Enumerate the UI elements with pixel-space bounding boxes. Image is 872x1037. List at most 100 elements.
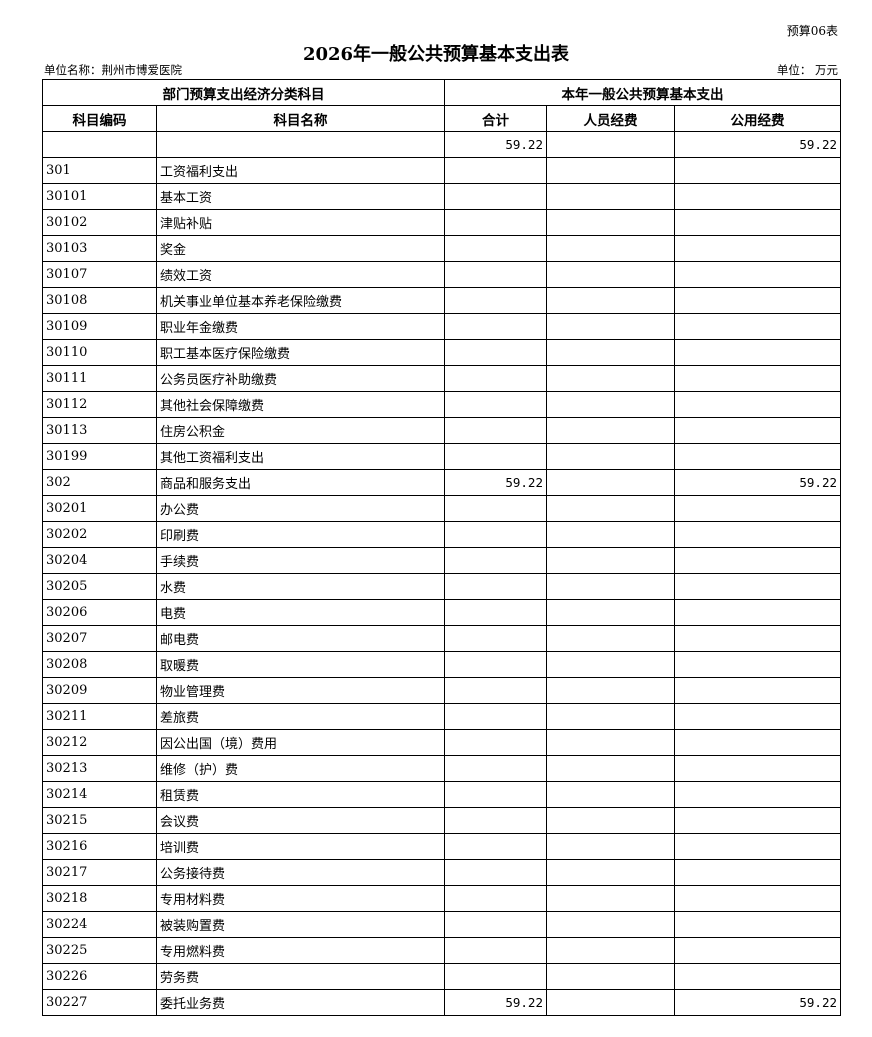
cell-public xyxy=(673,235,842,262)
cell-name: 会议费 xyxy=(156,807,445,834)
table-row: 30215 会议费 xyxy=(42,807,842,834)
table-row: 30207 邮电费 xyxy=(42,625,842,652)
cell-public xyxy=(673,677,842,704)
table-row: 30204 手续费 xyxy=(42,547,842,574)
cell-personnel xyxy=(546,157,675,184)
cell-total xyxy=(444,443,547,470)
cell-public xyxy=(673,547,842,574)
cell-total xyxy=(444,157,547,184)
cell-public xyxy=(673,183,842,210)
cell-personnel xyxy=(546,599,675,626)
table-row: 30226 劳务费 xyxy=(42,963,842,990)
cell-public xyxy=(673,313,842,340)
cell-public xyxy=(673,417,842,444)
cell-code: 30207 xyxy=(42,625,157,652)
cell-code: 30225 xyxy=(42,937,157,964)
cell-name: 印刷费 xyxy=(156,521,445,548)
currency-unit: 单位： 万元 xyxy=(776,63,838,77)
cell-code: 30111 xyxy=(42,365,157,392)
table-row: 301 工资福利支出 xyxy=(42,157,842,184)
cell-name: 奖金 xyxy=(156,235,445,262)
cell-personnel xyxy=(546,677,675,704)
cell-code: 30107 xyxy=(42,261,157,288)
cell-name: 差旅费 xyxy=(156,703,445,730)
cell-code: 30103 xyxy=(42,235,157,262)
cell-name: 物业管理费 xyxy=(156,677,445,704)
cell-personnel xyxy=(546,963,675,990)
table-row: 30205 水费 xyxy=(42,573,842,600)
table-row: 30225 专用燃料费 xyxy=(42,937,842,964)
cell-total xyxy=(444,573,547,600)
cell-total xyxy=(444,339,547,366)
cell-name: 被装购置费 xyxy=(156,911,445,938)
table-row: 30224 被装购置费 xyxy=(42,911,842,938)
cell-name: 机关事业单位基本养老保险缴费 xyxy=(156,287,445,314)
cell-public xyxy=(673,729,842,756)
cell-total xyxy=(444,703,547,730)
cell-total xyxy=(444,183,547,210)
cell-personnel xyxy=(546,495,675,522)
cell-name: 取暖费 xyxy=(156,651,445,678)
cell-code: 30109 xyxy=(42,313,157,340)
cell-name: 其他社会保障缴费 xyxy=(156,391,445,418)
cell-personnel xyxy=(546,183,675,210)
table-row: 30201 办公费 xyxy=(42,495,842,522)
cell-public xyxy=(673,391,842,418)
table-row: 30107 绩效工资 xyxy=(42,261,842,288)
cell-public: 59.22 xyxy=(673,469,842,496)
cell-personnel xyxy=(546,235,675,262)
cell-personnel xyxy=(546,885,675,912)
cell-total: 59.22 xyxy=(444,989,547,1016)
cell-public: 59.22 xyxy=(673,131,842,158)
cell-name: 办公费 xyxy=(156,495,445,522)
cell-name: 维修（护）费 xyxy=(156,755,445,782)
cell-personnel xyxy=(546,937,675,964)
cell-name: 委托业务费 xyxy=(156,989,445,1016)
table-row: 30102 津贴补贴 xyxy=(42,209,842,236)
cell-code: 30202 xyxy=(42,521,157,548)
cell-total xyxy=(444,677,547,704)
table-row: 59.22 59.22 xyxy=(42,131,842,158)
cell-public xyxy=(673,365,842,392)
cell-personnel xyxy=(546,261,675,288)
cell-total xyxy=(444,833,547,860)
table-row: 30110 职工基本医疗保险缴费 xyxy=(42,339,842,366)
cell-code: 30101 xyxy=(42,183,157,210)
cell-code: 30215 xyxy=(42,807,157,834)
cell-total xyxy=(444,547,547,574)
header-total: 合计 xyxy=(444,105,547,132)
table-row: 30214 租赁费 xyxy=(42,781,842,808)
cell-code: 30201 xyxy=(42,495,157,522)
cell-personnel xyxy=(546,651,675,678)
table-row: 30211 差旅费 xyxy=(42,703,842,730)
cell-total xyxy=(444,235,547,262)
cell-code: 30113 xyxy=(42,417,157,444)
table-row: 30213 维修（护）费 xyxy=(42,755,842,782)
cell-name: 专用材料费 xyxy=(156,885,445,912)
cell-public: 59.22 xyxy=(673,989,842,1016)
table-row: 30112 其他社会保障缴费 xyxy=(42,391,842,418)
cell-personnel xyxy=(546,859,675,886)
cell-public xyxy=(673,599,842,626)
cell-total xyxy=(444,521,547,548)
cell-total xyxy=(444,781,547,808)
cell-total xyxy=(444,599,547,626)
cell-code: 30206 xyxy=(42,599,157,626)
cell-name: 公务员医疗补助缴费 xyxy=(156,365,445,392)
cell-name: 津贴补贴 xyxy=(156,209,445,236)
cell-public xyxy=(673,495,842,522)
cell-code: 301 xyxy=(42,157,157,184)
cell-total: 59.22 xyxy=(444,469,547,496)
cell-total xyxy=(444,365,547,392)
table-row: 30108 机关事业单位基本养老保险缴费 xyxy=(42,287,842,314)
header-economic-classification: 部门预算支出经济分类科目 xyxy=(42,79,445,106)
cell-public xyxy=(673,755,842,782)
cell-total xyxy=(444,287,547,314)
table-row: 30111 公务员医疗补助缴费 xyxy=(42,365,842,392)
cell-name: 绩效工资 xyxy=(156,261,445,288)
cell-total xyxy=(444,911,547,938)
cell-name: 电费 xyxy=(156,599,445,626)
cell-public xyxy=(673,963,842,990)
cell-name: 住房公积金 xyxy=(156,417,445,444)
cell-personnel xyxy=(546,807,675,834)
